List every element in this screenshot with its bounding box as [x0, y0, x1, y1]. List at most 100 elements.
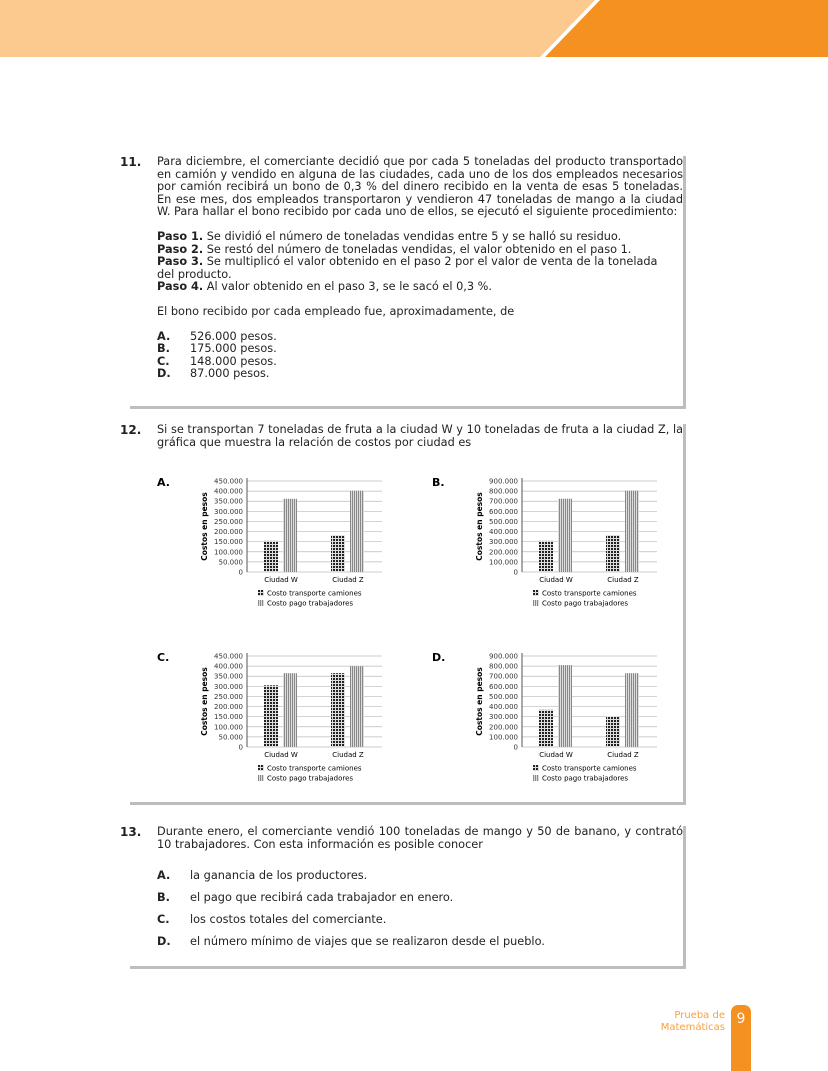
legend-swatch: [533, 775, 539, 781]
question-number: 11.: [120, 155, 142, 169]
y-tick-label: 200.000: [214, 703, 243, 711]
question-11: 11. Para diciembre, el comerciante decid…: [120, 155, 686, 409]
x-tick-label: Ciudad Z: [332, 576, 364, 584]
question-text: Durante enero, el comerciante vendió 100…: [157, 825, 683, 851]
chart-option-a[interactable]: A. 0 50.000 100.000 150.000 200.000 250.000 300…: [150, 470, 390, 619]
question-text: Para diciembre, el comerciante decidió q…: [157, 155, 683, 219]
legend-label: Costo transporte camiones: [542, 765, 637, 773]
option-c[interactable]: C. los costos totales del comerciante.: [157, 913, 387, 927]
chart-option-label: C.: [157, 651, 169, 664]
bar: [606, 716, 620, 747]
option-b[interactable]: B. el pago que recibirá cada trabajador e…: [157, 891, 454, 905]
y-tick-label: 350.000: [214, 673, 243, 681]
bar: [558, 665, 572, 747]
y-tick-label: 100.000: [214, 548, 243, 556]
y-tick-label: 300.000: [214, 683, 243, 691]
y-tick-label: 150.000: [214, 538, 243, 546]
option-a[interactable]: A. la ganancia de los productores.: [157, 869, 368, 883]
chart-option-b[interactable]: B. 0 100.000 200.000 300.000 400.000 500.000 60…: [425, 470, 665, 619]
bar-chart: D. 0 100.000 200.000 300.000 400.000 500.000 60…: [432, 651, 657, 783]
y-tick-label: 50.000: [219, 733, 244, 741]
y-tick-label: 900.000: [489, 478, 518, 486]
bar: [283, 673, 297, 747]
bar: [350, 490, 364, 572]
bar: [539, 540, 553, 572]
bar: [331, 673, 345, 747]
y-tick-label: 400.000: [214, 488, 243, 496]
y-tick-label: 400.000: [489, 703, 518, 711]
header-accent: [540, 0, 828, 57]
bar-chart: A. 0 50.000 100.000 150.000 200.000 250.000 300…: [157, 476, 382, 608]
bar: [606, 535, 620, 572]
y-tick-label: 600.000: [489, 508, 518, 516]
y-tick-label: 250.000: [214, 693, 243, 701]
step: Paso 2. Se restó del número de toneladas…: [157, 242, 632, 256]
question-12: 12. Si se transportan 7 toneladas de fru…: [120, 423, 686, 805]
y-tick-label: 0: [239, 744, 243, 752]
y-axis-title: Costos en pesos: [475, 492, 484, 561]
chart-option-c[interactable]: C. 0 50.000 100.000 150.000 200.000 250.000 300…: [150, 645, 390, 794]
y-tick-label: 300.000: [214, 508, 243, 516]
y-tick-label: 0: [239, 569, 243, 577]
legend-swatch: [533, 600, 539, 606]
x-tick-label: Ciudad Z: [607, 751, 639, 759]
legend-swatch: [533, 765, 539, 771]
question-number: 12.: [120, 423, 142, 437]
y-axis-title: Costos en pesos: [200, 667, 209, 736]
legend-label: Costo transporte camiones: [542, 590, 637, 598]
y-tick-label: 200.000: [489, 723, 518, 731]
y-tick-label: 0: [514, 569, 518, 577]
bar: [350, 666, 364, 747]
option-d[interactable]: D. 87.000 pesos.: [157, 367, 270, 381]
y-tick-label: 700.000: [489, 498, 518, 506]
chart-option-d[interactable]: D. 0 100.000 200.000 300.000 400.000 500.000 60…: [425, 645, 665, 794]
y-tick-label: 500.000: [489, 693, 518, 701]
y-tick-label: 400.000: [489, 528, 518, 536]
legend-label: Costo pago trabajadores: [267, 775, 353, 783]
y-tick-label: 350.000: [214, 498, 243, 506]
y-tick-label: 200.000: [489, 548, 518, 556]
y-tick-label: 450.000: [214, 653, 243, 661]
y-tick-label: 0: [514, 744, 518, 752]
option-c[interactable]: C. 148.000 pesos.: [157, 354, 277, 368]
step: Paso 4. Al valor obtenido en el paso 3, …: [157, 280, 492, 294]
step: Paso 3. Se multiplicó el valor obtenido …: [157, 255, 658, 281]
legend-label: Costo pago trabajadores: [542, 775, 628, 783]
y-tick-label: 250.000: [214, 518, 243, 526]
y-tick-label: 300.000: [489, 713, 518, 721]
option-d[interactable]: D. el número mínimo de viajes que se real…: [157, 935, 545, 949]
y-tick-label: 700.000: [489, 673, 518, 681]
legend-swatch: [258, 600, 264, 606]
legend-swatch: [258, 765, 264, 771]
y-tick-label: 400.000: [214, 663, 243, 671]
legend-swatch: [533, 590, 539, 596]
legend-label: Costo pago trabajadores: [542, 600, 628, 608]
y-tick-label: 200.000: [214, 528, 243, 536]
legend-label: Costo transporte camiones: [267, 590, 362, 598]
option-a[interactable]: A. 526.000 pesos.: [157, 329, 277, 343]
legend-label: Costo pago trabajadores: [267, 600, 353, 608]
bar: [625, 490, 639, 572]
x-tick-label: Ciudad W: [539, 751, 573, 759]
legend-label: Costo transporte camiones: [267, 765, 362, 773]
y-tick-label: 50.000: [219, 558, 244, 566]
question-text: Si se transportan 7 toneladas de fruta a…: [157, 423, 683, 449]
y-axis-title: Costos en pesos: [200, 492, 209, 561]
y-tick-label: 150.000: [214, 713, 243, 721]
y-tick-label: 100.000: [214, 723, 243, 731]
legend-swatch: [258, 775, 264, 781]
y-tick-label: 800.000: [489, 488, 518, 496]
x-tick-label: Ciudad Z: [607, 576, 639, 584]
bar: [558, 498, 572, 572]
y-tick-label: 100.000: [489, 733, 518, 741]
x-tick-label: Ciudad W: [264, 751, 298, 759]
bar: [331, 535, 345, 572]
legend-swatch: [258, 590, 264, 596]
bar: [539, 709, 553, 747]
bar: [264, 540, 278, 572]
x-tick-label: Ciudad W: [264, 576, 298, 584]
y-tick-label: 600.000: [489, 683, 518, 691]
option-b[interactable]: B. 175.000 pesos.: [157, 342, 277, 356]
bar: [625, 673, 639, 747]
